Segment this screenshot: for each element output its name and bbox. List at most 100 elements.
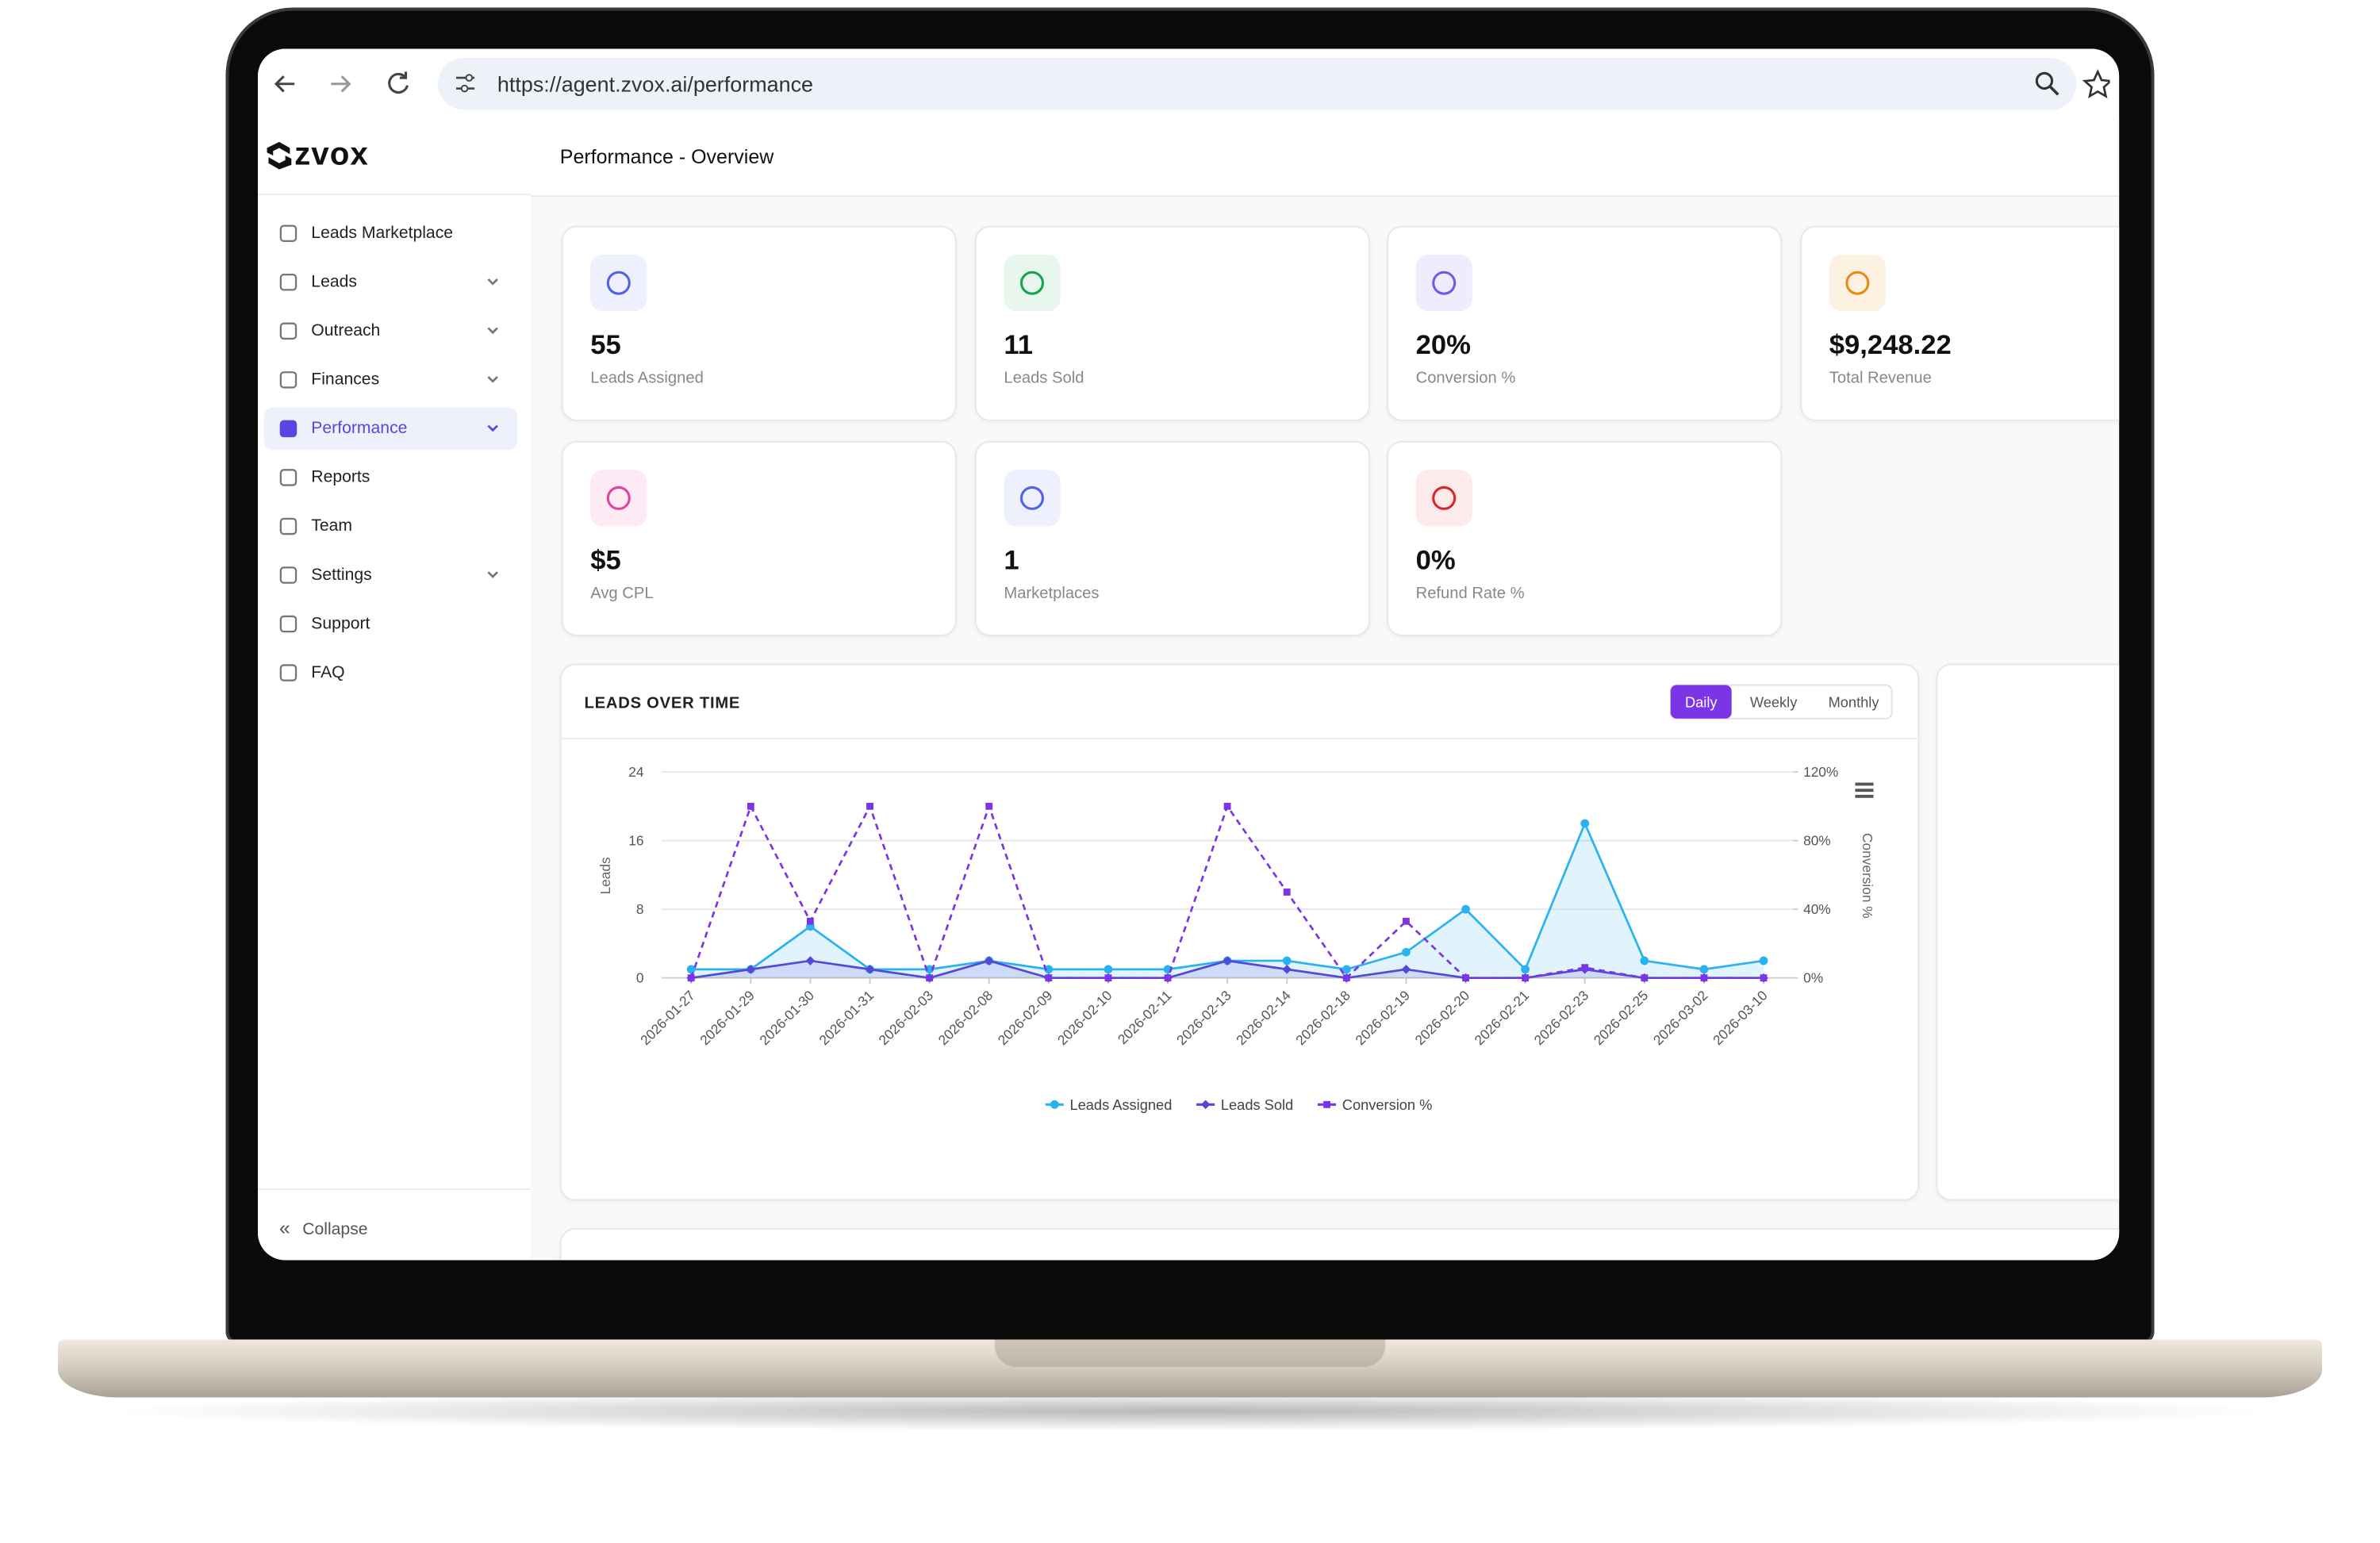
menu-label: Reports — [311, 468, 370, 487]
browser-actions[interactable] — [2033, 69, 2110, 99]
x-tick-label: 2026-02-09 — [995, 987, 1056, 1048]
chart-card: LEADS OVER TIME Daily Weekly Monthly 0 8 16 24 0… — [559, 663, 1920, 1201]
chevron — [487, 278, 498, 286]
point — [865, 965, 875, 974]
stat-icon-glyph — [1019, 271, 1044, 295]
site-icon[interactable] — [453, 71, 478, 96]
legend-marker — [1200, 1100, 1211, 1110]
menu-item[interactable]: Outreach — [264, 309, 517, 352]
x-tick-label: 2026-02-18 — [1292, 987, 1353, 1048]
legend-label: Conversion % — [1342, 1096, 1433, 1113]
x-tick-label: 2026-01-27 — [637, 987, 698, 1048]
chart-menu[interactable] — [1855, 782, 1874, 798]
bottom-card — [559, 1228, 2120, 1261]
stat-label: Marketplaces — [1004, 584, 1100, 603]
series-area — [691, 961, 1764, 978]
chevron — [487, 424, 498, 432]
x-tick-label: 2026-02-23 — [1531, 987, 1592, 1048]
menu-item[interactable]: Performance — [263, 407, 517, 451]
y-tick-label: 0 — [636, 969, 644, 985]
icon-shape — [279, 274, 298, 291]
stat-icon — [590, 255, 647, 312]
icon-shape — [279, 371, 298, 389]
stat-value: 55 — [590, 329, 621, 360]
menu-item[interactable]: Leads Marketplace — [264, 212, 517, 255]
glyph — [606, 271, 631, 295]
point — [687, 974, 695, 982]
point — [1104, 965, 1113, 974]
point — [1522, 974, 1530, 982]
stat-icon-glyph — [1432, 271, 1457, 295]
icon-shape — [279, 322, 298, 340]
point — [1640, 956, 1649, 965]
sidebar: zvox Leads Marketplace Leads Outreach Finan… — [258, 119, 533, 1261]
legend-item[interactable]: Leads Assigned — [1045, 1096, 1173, 1113]
nav-buttons[interactable] — [270, 69, 422, 99]
shadow — [91, 1391, 2289, 1431]
menu-icon — [279, 322, 298, 340]
menu-label: Outreach — [311, 321, 381, 340]
point — [1760, 974, 1768, 982]
menu-item[interactable]: Settings — [264, 554, 517, 597]
chevron — [487, 376, 498, 383]
stat-label: Leads Assigned — [590, 369, 704, 388]
menu-item[interactable]: Support — [264, 603, 517, 646]
point — [1402, 947, 1411, 957]
menu-item[interactable]: Team — [264, 505, 517, 548]
y-axis-title: Leads — [597, 857, 613, 894]
icon-shape — [279, 664, 298, 681]
series-area — [691, 823, 1764, 978]
chevron — [487, 571, 498, 578]
menu-icon — [279, 664, 298, 681]
menu-item[interactable]: FAQ — [264, 651, 517, 694]
point — [1521, 965, 1530, 974]
collapse-icon: « — [278, 1215, 290, 1239]
glyph — [1432, 271, 1457, 295]
chevron-shape — [487, 327, 498, 335]
menu-icon — [279, 469, 298, 486]
control-button[interactable]: Daily — [1685, 693, 1718, 710]
stat-label: Conversion % — [1415, 369, 1516, 388]
x-tick-label: 2026-01-31 — [816, 987, 877, 1048]
stat-icon — [1415, 470, 1472, 527]
chevron-shape — [487, 571, 498, 578]
legend-item[interactable]: Leads Sold — [1196, 1096, 1293, 1113]
stat-value: 1 — [1004, 544, 1019, 576]
chart: LEADS OVER TIME Daily Weekly Monthly 0 8 16 24 0… — [561, 684, 1918, 1113]
control-button[interactable]: Monthly — [1829, 693, 1880, 710]
icon-shape — [279, 469, 298, 486]
point — [1104, 974, 1112, 982]
menu-label: Finances — [311, 370, 380, 390]
control-active — [1670, 685, 1732, 719]
point — [806, 917, 814, 925]
legend-item[interactable]: Conversion % — [1317, 1096, 1433, 1113]
point — [1402, 917, 1410, 925]
control-button[interactable]: Weekly — [1750, 693, 1798, 710]
stat-icon — [590, 470, 647, 527]
menu-item[interactable]: Finances — [264, 359, 517, 401]
stat-value: $9,248.22 — [1829, 329, 1952, 360]
glyph — [606, 486, 631, 510]
menu-icon — [279, 225, 298, 243]
menu-item[interactable]: Leads — [264, 261, 517, 304]
y2-tick-label: 40% — [1803, 901, 1831, 917]
collapse-label: Collapse — [302, 1220, 368, 1239]
legend-label: Leads Assigned — [1069, 1096, 1172, 1113]
x-tick-label: 2026-02-08 — [935, 987, 996, 1048]
x-tick-label: 2026-02-19 — [1352, 987, 1413, 1048]
menu-icon — [279, 615, 298, 633]
menu-icon — [279, 420, 298, 438]
menu-item[interactable]: Reports — [264, 456, 517, 499]
menu-label: Performance — [311, 419, 408, 438]
url-bar[interactable] — [437, 58, 2077, 110]
chevron-shape — [487, 424, 498, 432]
y2-tick-label: 80% — [1803, 832, 1831, 848]
icon-shape — [279, 420, 298, 438]
point — [1700, 974, 1708, 982]
stat-icon-glyph — [1019, 486, 1044, 510]
stat-icon — [1829, 255, 1886, 312]
menu-label: Settings — [311, 566, 372, 585]
main: Performance - Overview 55 Leads Assigned 1… — [531, 119, 2120, 1261]
collapse-button[interactable]: « Collapse — [279, 1216, 368, 1239]
